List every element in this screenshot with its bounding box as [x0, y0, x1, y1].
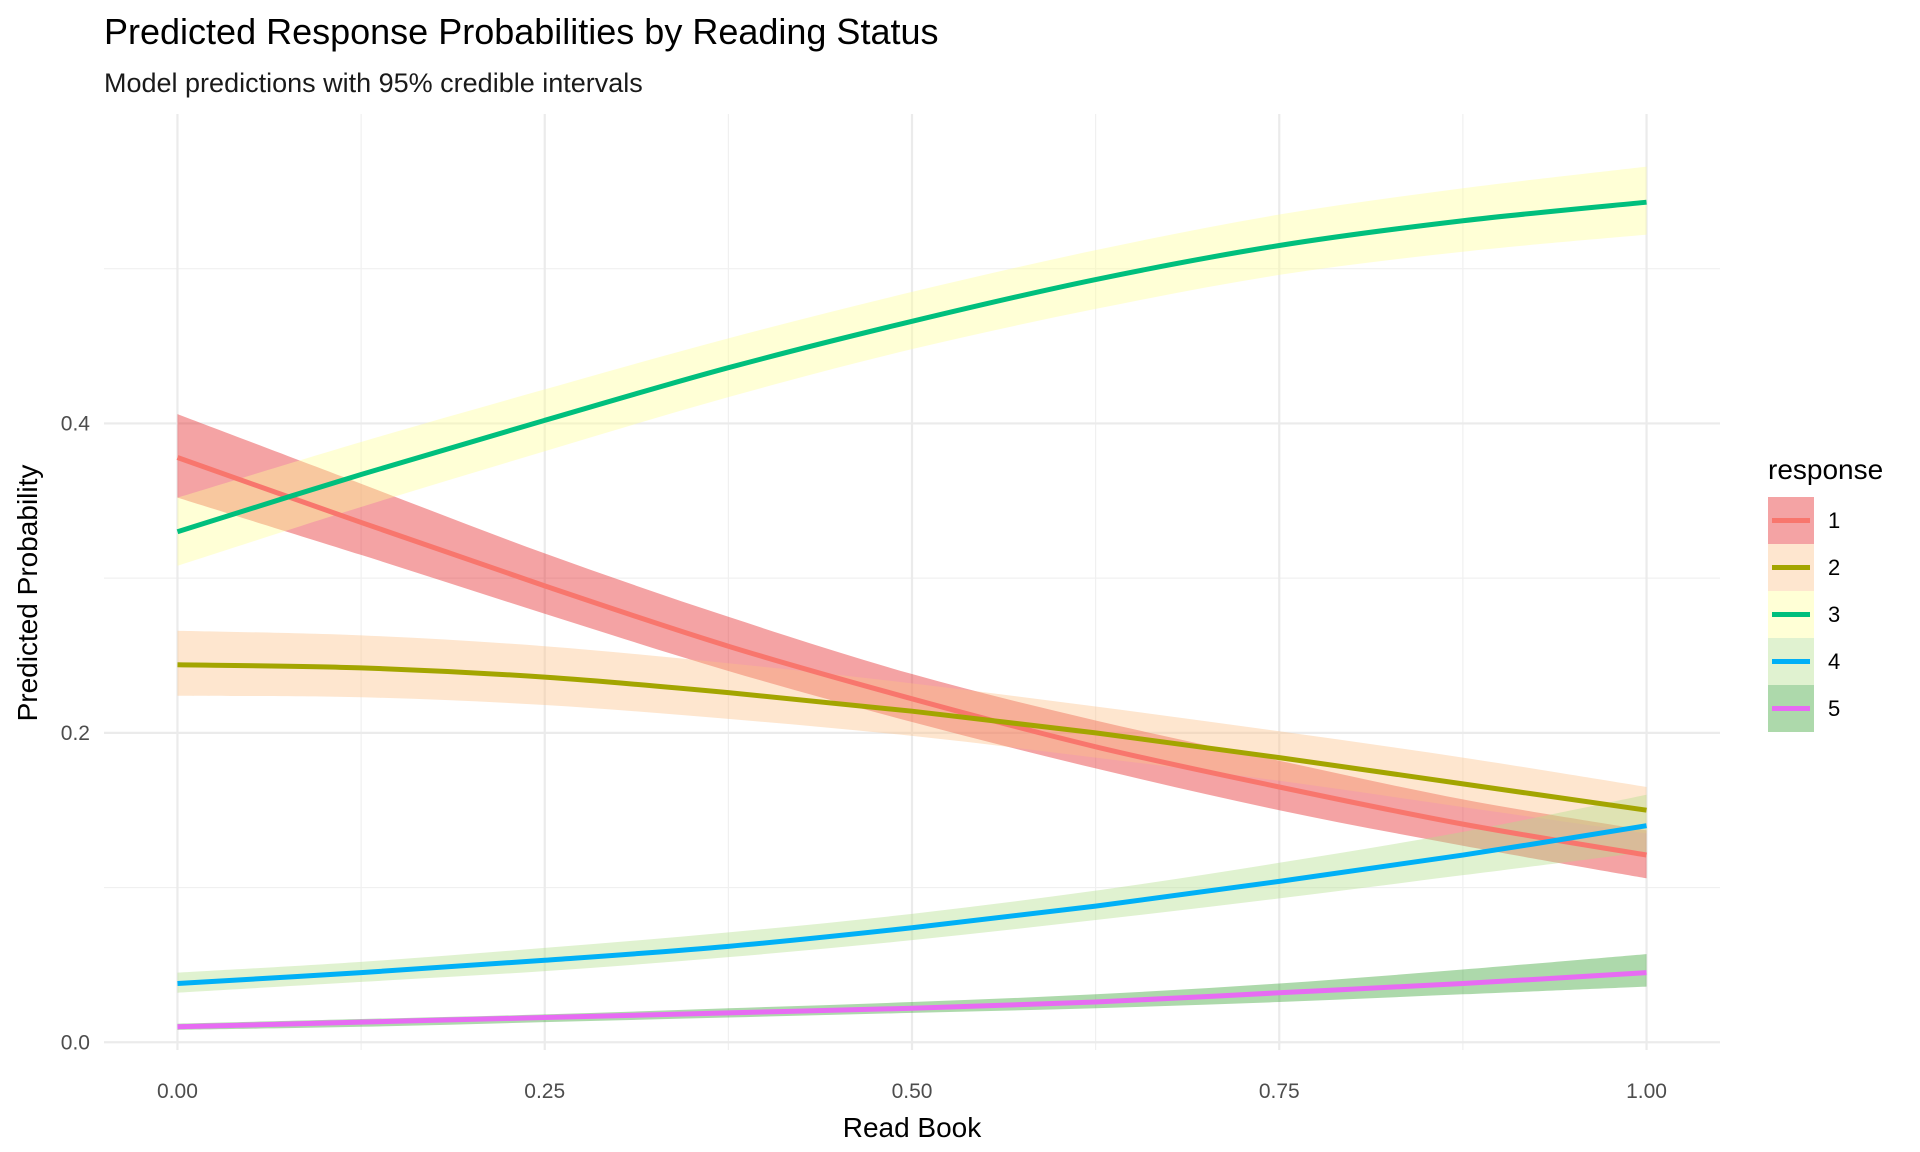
legend-label-3: 3 [1828, 602, 1840, 627]
ribbon-series-3 [177, 166, 1647, 566]
x-axis-title: Read Book [843, 1112, 983, 1143]
legend-title: response [1768, 454, 1883, 485]
chart-subtitle: Model predictions with 95% credible inte… [104, 68, 643, 98]
y-axis-ticks: 0.0 0.2 0.4 [61, 412, 91, 1054]
y-tick-label: 0.0 [61, 1031, 90, 1054]
x-tick-label: 0.00 [157, 1080, 198, 1103]
y-axis-title: Predicted Probability [12, 465, 43, 722]
legend-label-4: 4 [1828, 649, 1840, 674]
x-tick-label: 0.25 [524, 1080, 565, 1103]
y-tick-label: 0.4 [61, 412, 91, 435]
line-series-3 [176, 199, 1647, 535]
x-axis-ticks: 0.00 0.25 0.50 0.75 1.00 [157, 1080, 1667, 1103]
legend-label-1: 1 [1828, 508, 1840, 533]
plot-grid [104, 114, 1720, 1050]
line-series-4 [177, 823, 1647, 986]
y-tick-label: 0.2 [61, 722, 90, 745]
ribbon-series-1 [177, 414, 1647, 879]
chart-title: Predicted Response Probabilities by Read… [104, 11, 939, 52]
series-lines [176, 199, 1647, 1030]
x-tick-label: 1.00 [1626, 1080, 1667, 1103]
line-series-2 [177, 662, 1647, 813]
ribbon-series-2 [177, 630, 1647, 834]
line-series-1 [176, 455, 1647, 858]
legend-label-2: 2 [1828, 555, 1840, 580]
x-tick-label: 0.50 [892, 1080, 933, 1103]
legend: response 1 2 3 4 5 [1768, 454, 1883, 732]
legend-label-5: 5 [1828, 696, 1840, 721]
line-series-5 [177, 970, 1647, 1030]
x-tick-label: 0.75 [1259, 1080, 1300, 1103]
